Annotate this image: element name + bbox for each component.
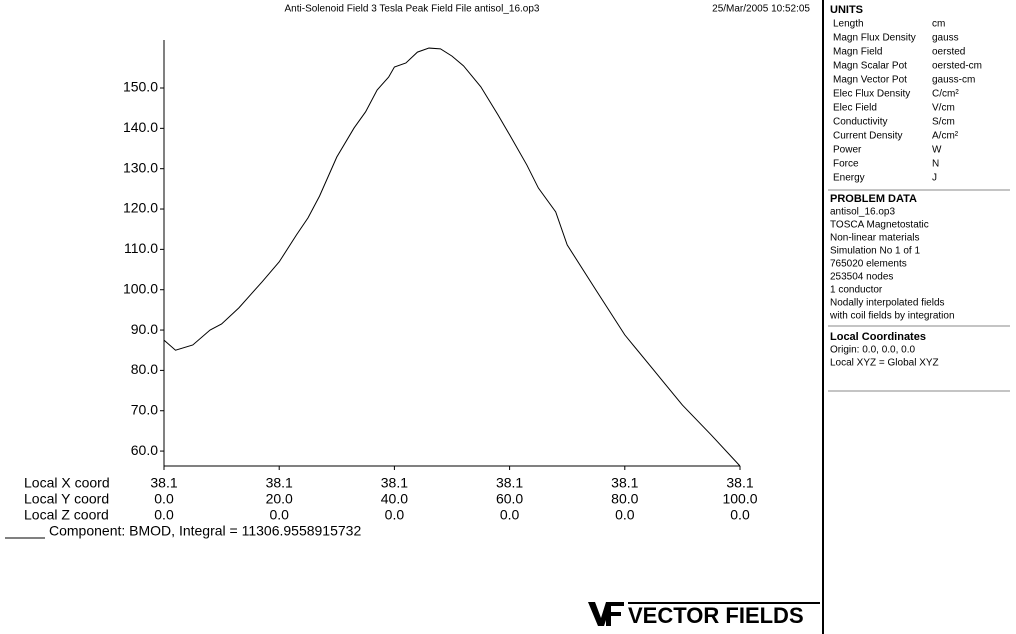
problem-line: 765020 elements xyxy=(830,259,907,270)
x-coord-tick-label: 38.1 xyxy=(266,475,293,491)
x-tick-label: 40.0 xyxy=(381,491,408,507)
z-coord-tick-label: 0.0 xyxy=(730,507,750,523)
unit-value: gauss xyxy=(932,33,959,44)
x-coord-label: Local X coord xyxy=(24,475,110,491)
unit-value: oersted-cm xyxy=(932,61,982,72)
unit-name: Current Density xyxy=(833,131,902,142)
x-axis-label: Local Y coord xyxy=(24,491,109,507)
y-tick-label: 110.0 xyxy=(124,240,158,256)
problem-line: 1 conductor xyxy=(830,285,883,296)
y-tick-label: 120.0 xyxy=(123,200,158,216)
units-title: UNITS xyxy=(830,4,863,16)
unit-name: Length xyxy=(833,19,864,30)
z-coord-tick-label: 0.0 xyxy=(385,507,405,523)
unit-value: V/cm xyxy=(932,103,955,114)
problem-title: PROBLEM DATA xyxy=(830,193,917,205)
y-tick-label: 80.0 xyxy=(131,361,158,377)
y-tick-label: 140.0 xyxy=(123,119,158,135)
coords-title: Local Coordinates xyxy=(830,331,926,343)
coords-line: Origin: 0.0, 0.0, 0.0 xyxy=(830,345,915,356)
y-tick-label: 70.0 xyxy=(131,401,158,417)
y-tick-label: 100.0 xyxy=(123,280,158,296)
unit-name: Energy xyxy=(833,173,865,184)
chart-title: Anti-Solenoid Field 3 Tesla Peak Field F… xyxy=(285,4,540,15)
x-tick-label: 100.0 xyxy=(722,491,757,507)
y-tick-label: 60.0 xyxy=(131,442,158,458)
unit-name: Conductivity xyxy=(833,117,887,128)
unit-value: oersted xyxy=(932,47,965,58)
problem-line: Non-linear materials xyxy=(830,233,919,244)
problem-line: Nodally interpolated fields xyxy=(830,298,945,309)
z-coord-tick-label: 0.0 xyxy=(154,507,174,523)
y-tick-label: 130.0 xyxy=(123,159,158,175)
unit-name: Elec Field xyxy=(833,103,877,114)
unit-value: W xyxy=(932,145,942,156)
unit-name: Magn Flux Density xyxy=(833,33,916,44)
x-coord-tick-label: 38.1 xyxy=(381,475,408,491)
coords-line: Local XYZ = Global XYZ xyxy=(830,358,939,369)
logo: VECTOR FIELDS xyxy=(588,602,820,628)
unit-value: A/cm² xyxy=(932,131,959,142)
problem-line: antisol_16.op3 xyxy=(830,207,895,218)
legend-entry: Component: BMOD, Integral = 11306.955891… xyxy=(49,523,361,539)
x-tick-label: 60.0 xyxy=(496,491,523,507)
problem-line: 253504 nodes xyxy=(830,272,893,283)
unit-value: J xyxy=(932,173,937,184)
unit-value: gauss-cm xyxy=(932,75,975,86)
z-coord-tick-label: 0.0 xyxy=(500,507,520,523)
timestamp: 25/Mar/2005 10:52:05 xyxy=(712,4,810,15)
x-coord-tick-label: 38.1 xyxy=(611,475,638,491)
problem-line: Simulation No 1 of 1 xyxy=(830,246,920,257)
unit-value: S/cm xyxy=(932,117,955,128)
unit-name: Magn Vector Pot xyxy=(833,75,907,86)
x-tick-label: 0.0 xyxy=(154,491,174,507)
unit-value: N xyxy=(932,159,939,170)
problem-line: TOSCA Magnetostatic xyxy=(830,220,929,231)
data-line xyxy=(163,47,741,467)
y-tick-label: 150.0 xyxy=(123,79,158,95)
unit-name: Magn Scalar Pot xyxy=(833,61,907,72)
unit-name: Power xyxy=(833,145,862,156)
z-coord-label: Local Z coord xyxy=(24,507,109,523)
x-coord-tick-label: 38.1 xyxy=(496,475,523,491)
z-coord-tick-label: 0.0 xyxy=(615,507,635,523)
x-tick-label: 80.0 xyxy=(611,491,638,507)
x-coord-tick-label: 38.1 xyxy=(150,475,177,491)
unit-name: Elec Flux Density xyxy=(833,89,910,100)
x-coord-tick-label: 38.1 xyxy=(726,475,753,491)
z-coord-tick-label: 0.0 xyxy=(269,507,289,523)
unit-name: Magn Field xyxy=(833,47,882,58)
unit-name: Force xyxy=(833,159,859,170)
x-tick-label: 20.0 xyxy=(266,491,293,507)
y-tick-label: 90.0 xyxy=(131,321,158,337)
problem-line: with coil fields by integration xyxy=(829,311,955,322)
logo-text: VECTOR FIELDS xyxy=(628,603,804,628)
unit-value: cm xyxy=(932,19,945,30)
unit-value: C/cm² xyxy=(932,89,959,100)
